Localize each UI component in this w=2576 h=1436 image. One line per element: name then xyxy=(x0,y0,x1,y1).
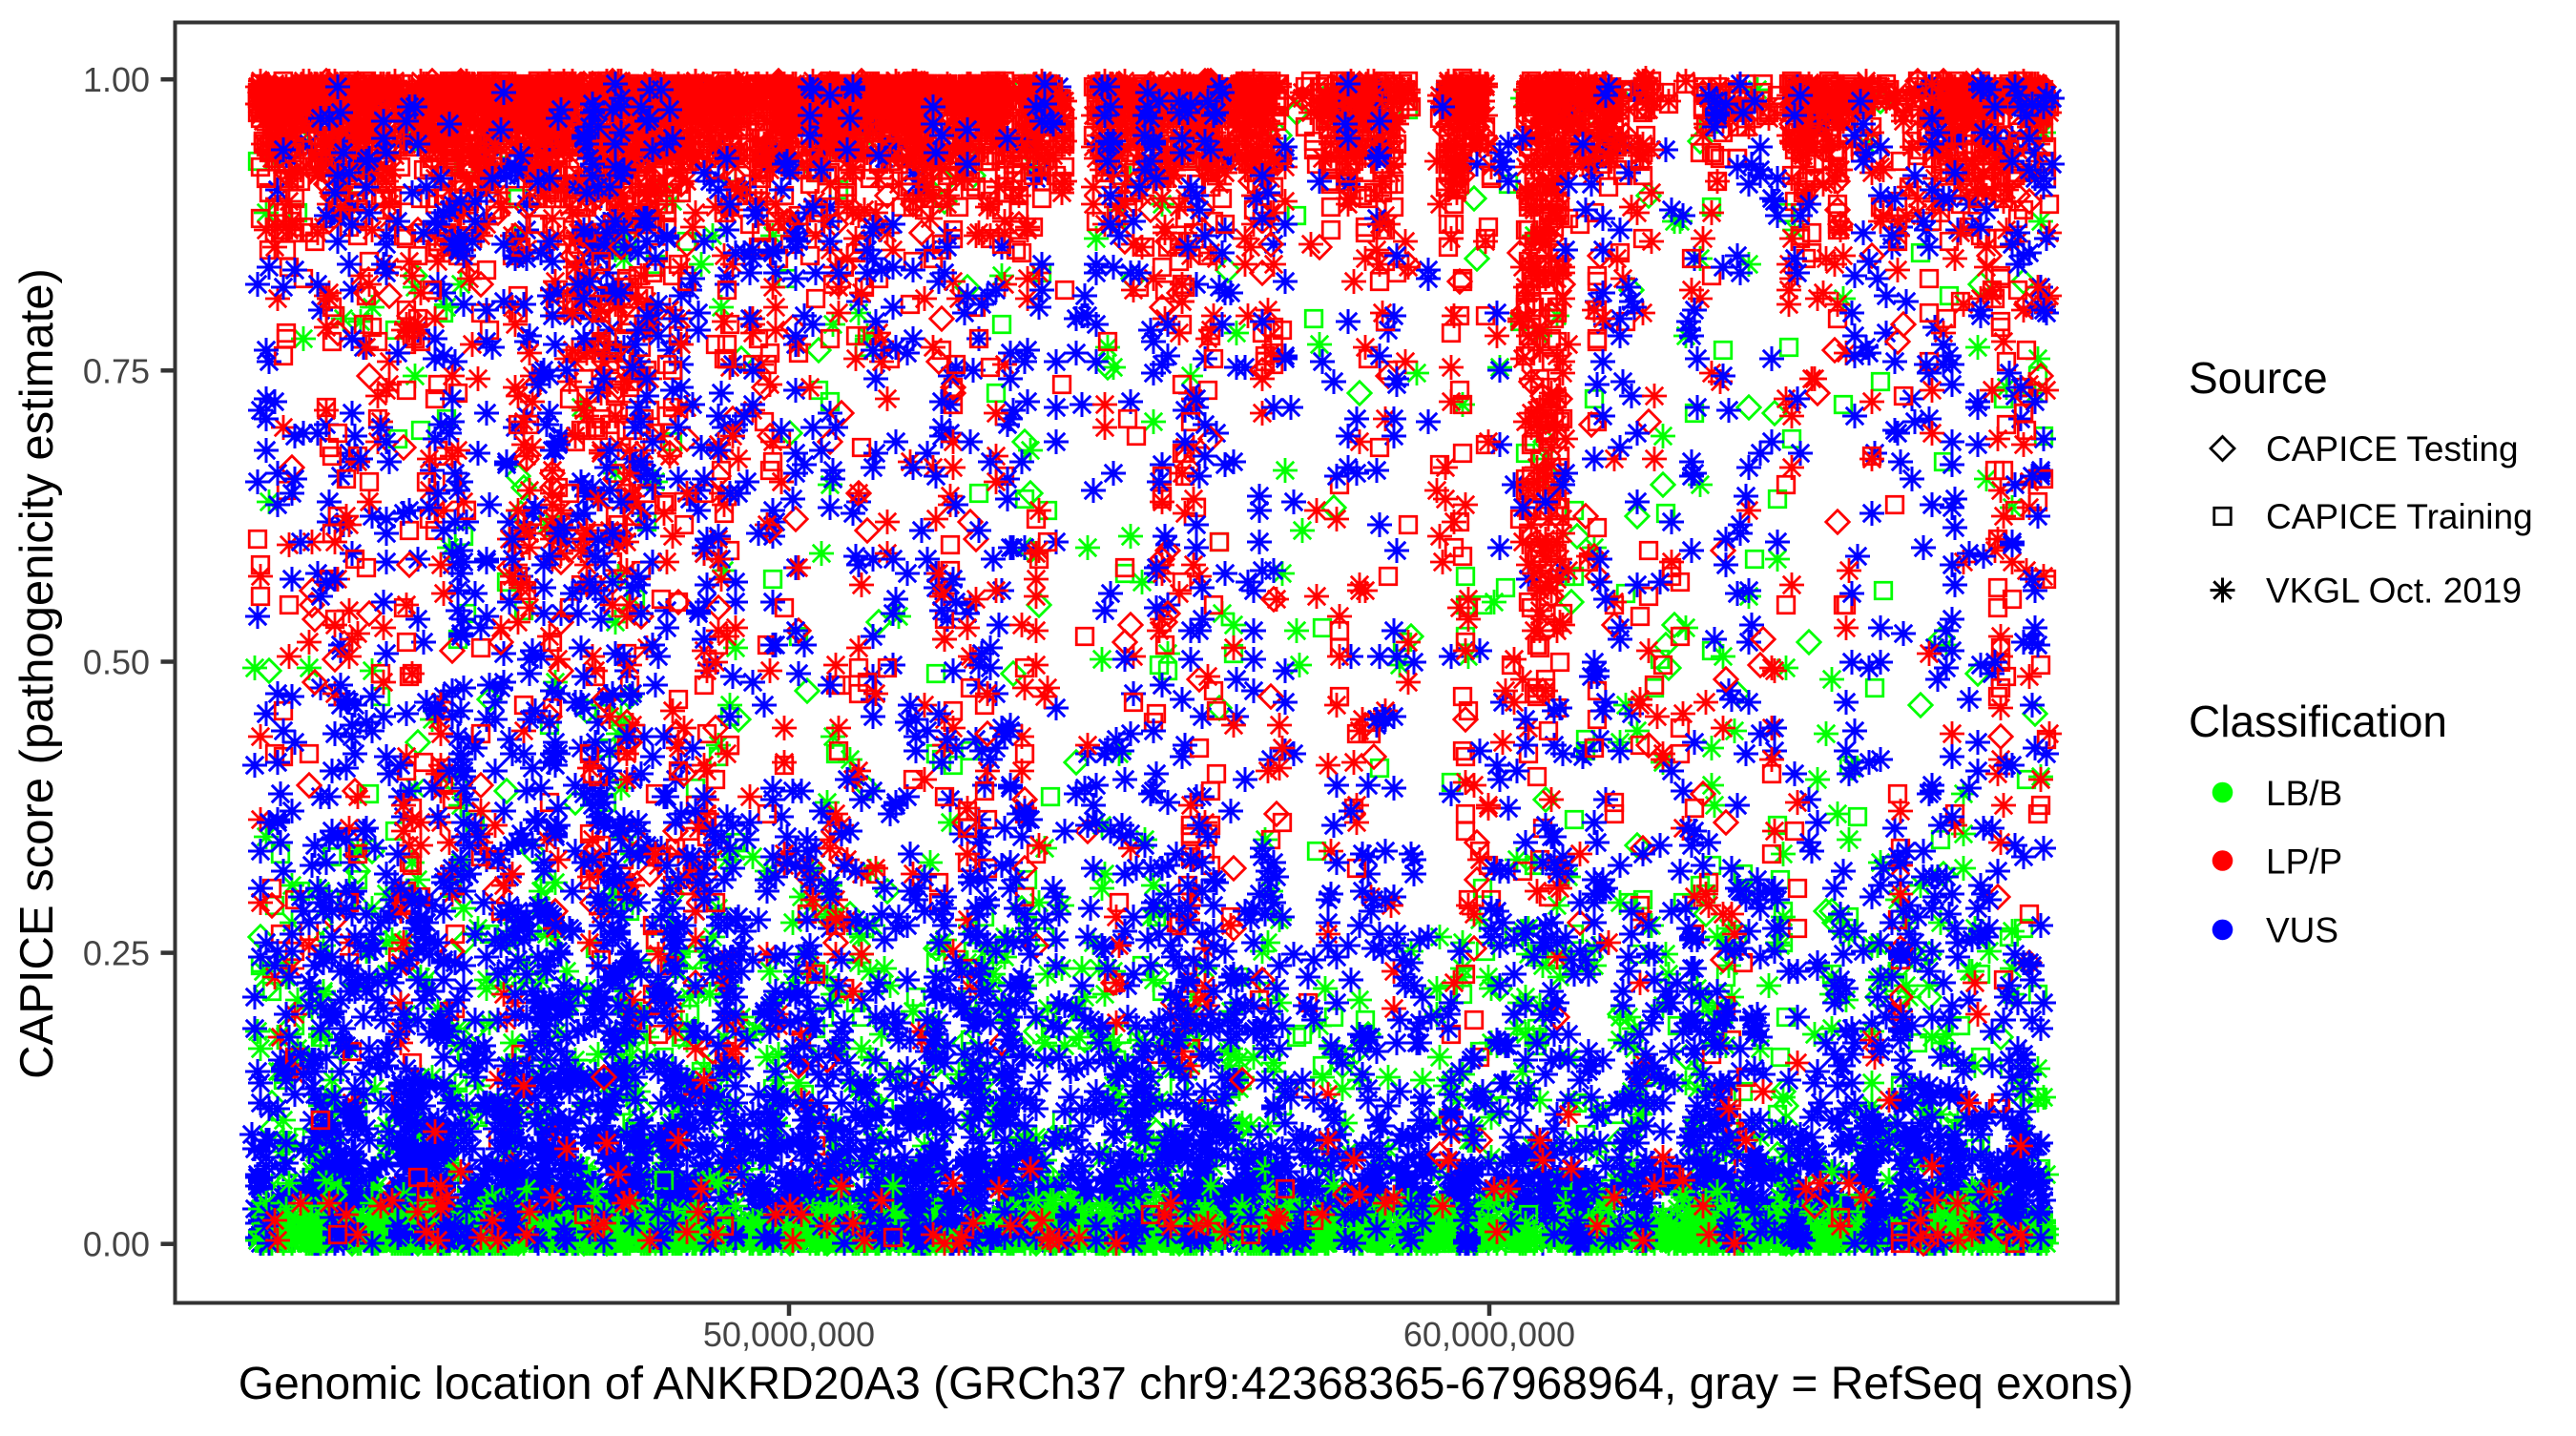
svg-text:0.00: 0.00 xyxy=(83,1225,150,1264)
svg-text:0.25: 0.25 xyxy=(83,934,150,973)
svg-text:50,000,000: 50,000,000 xyxy=(703,1315,875,1354)
svg-text:1.00: 1.00 xyxy=(83,60,150,99)
svg-text:Classification: Classification xyxy=(2189,697,2447,746)
svg-text:CAPICE score (pathogenicity es: CAPICE score (pathogenicity estimate) xyxy=(11,268,63,1079)
svg-text:CAPICE Training: CAPICE Training xyxy=(2266,497,2533,536)
svg-text:0.50: 0.50 xyxy=(83,643,150,682)
svg-text:LB/B: LB/B xyxy=(2266,774,2342,813)
svg-text:Genomic location of ANKRD20A3: Genomic location of ANKRD20A3 (GRCh37 ch… xyxy=(239,1359,2134,1409)
svg-text:VKGL Oct. 2019: VKGL Oct. 2019 xyxy=(2266,572,2522,611)
svg-text:0.75: 0.75 xyxy=(83,351,150,390)
svg-text:VUS: VUS xyxy=(2266,911,2338,950)
svg-text:60,000,000: 60,000,000 xyxy=(1403,1315,1575,1354)
svg-text:Source: Source xyxy=(2189,353,2328,403)
svg-text:LP/P: LP/P xyxy=(2266,842,2342,881)
svg-text:CAPICE Testing: CAPICE Testing xyxy=(2266,429,2519,468)
